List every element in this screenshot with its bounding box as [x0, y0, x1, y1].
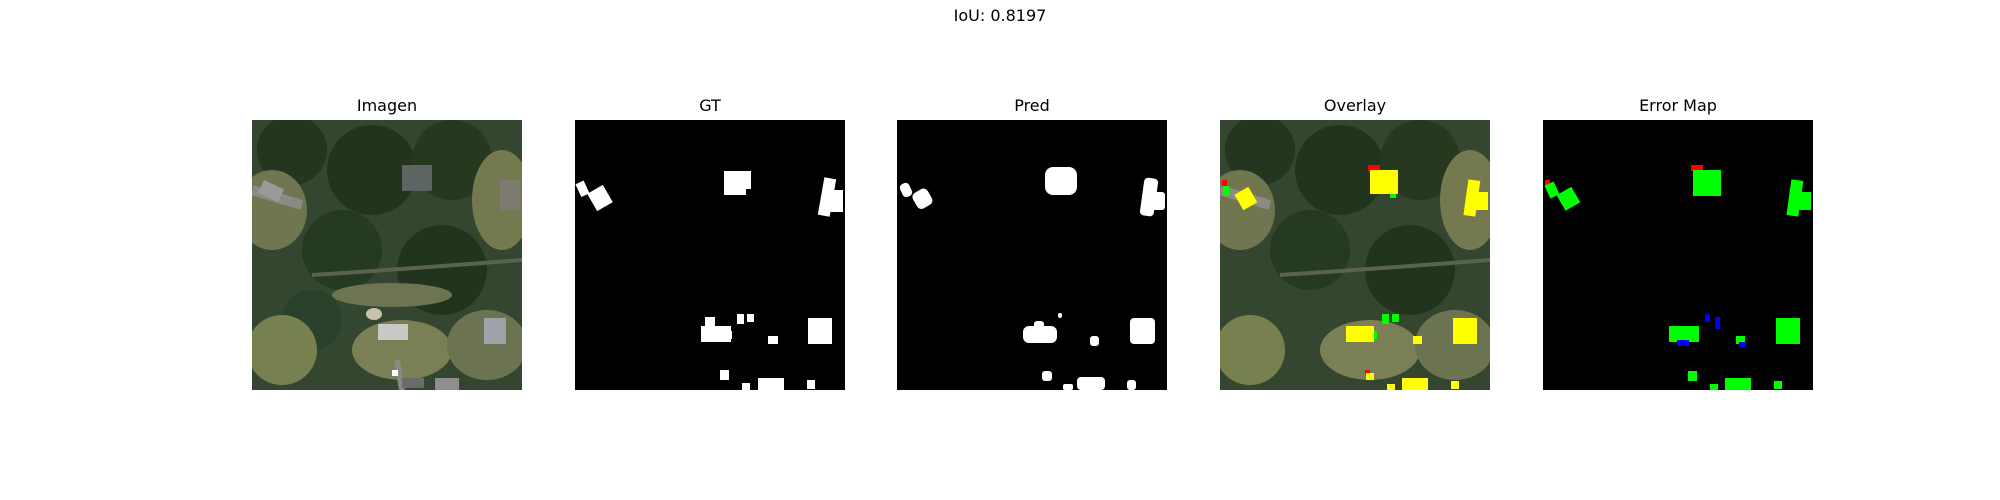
- panel-title: Imagen: [356, 96, 418, 115]
- panel-title: Error Map: [1639, 96, 1717, 115]
- panel-title: Pred: [1014, 96, 1050, 115]
- panel-title: Overlay: [1323, 96, 1387, 115]
- gt-mask: [575, 120, 845, 390]
- aerial-image: [252, 120, 522, 390]
- panel-title: GT: [699, 96, 721, 115]
- figure-suptitle: IoU: 0.8197: [953, 6, 1047, 25]
- overlay-image: [1220, 120, 1490, 390]
- error-map-image: [1543, 120, 1813, 390]
- pred-mask: [897, 120, 1167, 390]
